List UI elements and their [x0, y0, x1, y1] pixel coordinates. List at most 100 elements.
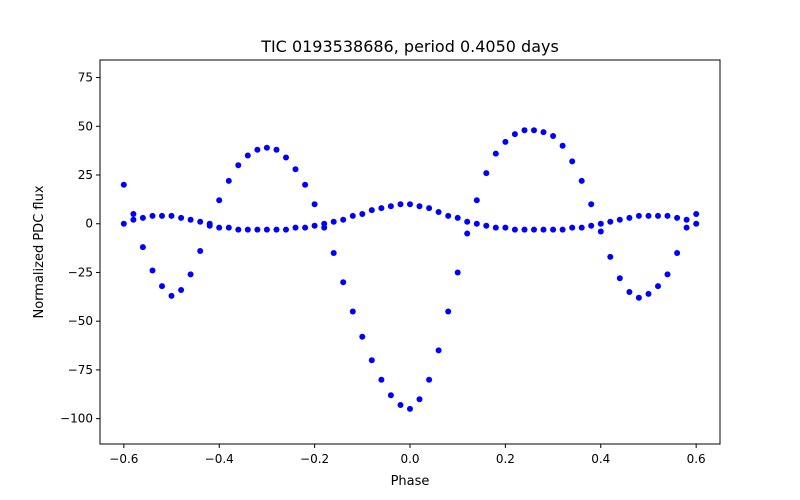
data-point-s1-19 [302, 224, 309, 231]
data-point-s1-38 [483, 222, 490, 229]
y-tick-label: −50 [68, 314, 93, 328]
x-tick-label: −0.6 [109, 452, 138, 466]
data-point-s0-55 [645, 290, 652, 297]
data-point-s0-56 [655, 283, 661, 290]
data-point-s1-18 [292, 224, 299, 231]
data-point-s0-19 [302, 181, 309, 188]
data-point-s1-36 [464, 218, 471, 225]
data-point-s1-17 [283, 226, 289, 233]
data-point-s1-14 [254, 226, 261, 233]
data-point-s1-13 [244, 226, 251, 233]
data-point-s0-3 [149, 267, 156, 274]
data-point-s1-60 [693, 220, 700, 227]
data-point-s1-1 [130, 216, 137, 223]
data-point-s0-39 [492, 150, 499, 157]
data-point-s1-12 [235, 226, 242, 233]
data-point-s1-48 [578, 224, 585, 231]
data-point-s0-10 [216, 197, 223, 204]
data-point-s1-34 [445, 212, 452, 219]
data-point-s1-42 [521, 226, 528, 233]
data-point-s1-2 [139, 214, 146, 221]
data-point-s0-4 [159, 283, 165, 290]
data-point-s1-4 [159, 212, 165, 219]
data-point-s0-2 [139, 244, 146, 251]
data-point-s0-60 [693, 211, 700, 217]
data-point-s1-55 [645, 212, 652, 219]
data-point-s0-25 [359, 333, 366, 340]
data-point-s1-59 [683, 216, 690, 223]
data-point-s0-41 [511, 131, 518, 138]
data-point-s0-47 [569, 158, 576, 165]
x-tick-label: 0.6 [687, 452, 706, 466]
x-tick-label: 0.4 [591, 452, 610, 466]
data-point-s1-57 [664, 212, 671, 219]
data-point-s1-33 [435, 209, 442, 215]
data-point-s1-0 [120, 220, 127, 227]
data-point-s1-31 [416, 203, 423, 210]
data-point-s1-29 [397, 201, 404, 208]
data-point-s0-42 [521, 127, 528, 134]
data-point-s1-45 [550, 226, 557, 233]
x-tick-label: 0.2 [496, 452, 515, 466]
data-point-s1-26 [368, 207, 375, 214]
data-point-s0-17 [283, 154, 289, 161]
data-point-s1-41 [511, 226, 518, 233]
data-point-s0-51 [607, 253, 614, 260]
data-point-s0-40 [502, 138, 509, 145]
data-point-s0-34 [445, 308, 452, 315]
data-point-s1-58 [674, 214, 681, 221]
data-point-s1-44 [540, 226, 547, 233]
data-point-s0-31 [416, 396, 423, 403]
data-point-s1-52 [616, 216, 623, 223]
data-point-s0-59 [683, 224, 690, 231]
data-point-s0-50 [597, 228, 604, 235]
data-point-s1-56 [655, 212, 661, 219]
data-point-s1-9 [206, 222, 213, 229]
data-point-s0-49 [588, 201, 595, 208]
data-point-s1-40 [502, 224, 509, 231]
data-point-s1-20 [311, 222, 318, 229]
y-tick-label: 25 [78, 168, 93, 182]
data-point-s1-24 [349, 212, 356, 219]
data-point-s0-33 [435, 347, 442, 354]
data-points [120, 127, 700, 412]
data-point-s1-37 [473, 220, 480, 227]
data-point-s0-37 [473, 197, 480, 204]
data-point-s0-58 [674, 250, 681, 256]
y-tick-label: −100 [60, 412, 93, 426]
data-point-s0-48 [578, 177, 585, 184]
x-axis: −0.6 −0.4 −0.2 0.0 0.2 0.4 0.6 [109, 444, 706, 466]
data-point-s0-15 [263, 144, 270, 151]
data-point-s1-39 [492, 224, 499, 231]
data-point-s1-7 [187, 216, 194, 223]
data-point-s0-8 [197, 248, 204, 254]
data-point-s1-54 [635, 212, 642, 219]
data-point-s0-43 [531, 127, 537, 134]
data-point-s0-6 [178, 287, 185, 293]
data-point-s1-3 [149, 212, 156, 219]
data-point-s0-36 [464, 230, 471, 237]
data-point-s1-15 [263, 226, 270, 233]
data-point-s0-16 [273, 146, 280, 153]
plot-frame [99, 59, 721, 445]
data-point-s0-0 [120, 181, 127, 188]
data-point-s1-25 [359, 211, 366, 217]
data-point-s1-32 [426, 205, 433, 212]
data-point-s1-27 [378, 205, 385, 212]
data-point-s0-27 [378, 376, 385, 383]
data-point-s0-57 [664, 271, 671, 278]
data-point-s1-35 [454, 214, 461, 221]
data-point-s0-7 [187, 271, 194, 278]
data-point-s0-35 [454, 269, 461, 276]
data-point-s0-20 [311, 201, 318, 208]
y-tick-label: 0 [85, 217, 93, 231]
data-point-s0-45 [550, 133, 557, 139]
data-point-s1-28 [387, 203, 394, 210]
data-point-s0-44 [540, 129, 547, 136]
data-point-s1-51 [607, 218, 614, 225]
chart-title: TIC 0193538686, period 0.4050 days [260, 37, 559, 56]
data-point-s1-11 [225, 224, 232, 231]
data-point-s0-26 [368, 357, 375, 364]
data-point-s0-46 [559, 142, 566, 149]
